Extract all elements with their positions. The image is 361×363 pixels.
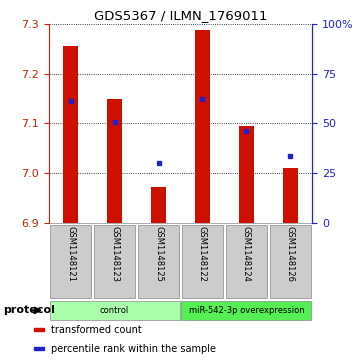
Text: GSM1148123: GSM1148123 [110,225,119,282]
Text: GSM1148125: GSM1148125 [154,225,163,281]
Bar [151,187,166,223]
Bar [270,225,311,298]
Text: GDS5367 / ILMN_1769011: GDS5367 / ILMN_1769011 [94,9,267,22]
Bar [49,301,180,320]
Text: GSM1148124: GSM1148124 [242,225,251,281]
Bar [34,347,44,350]
Text: control: control [100,306,129,315]
Text: GSM1148126: GSM1148126 [286,225,295,282]
Text: miR-542-3p overexpression: miR-542-3p overexpression [188,306,304,315]
Bar [50,225,91,298]
Bar [283,168,298,223]
Text: GSM1148121: GSM1148121 [66,225,75,281]
Bar [181,301,312,320]
Text: protocol: protocol [4,305,56,315]
Bar [195,29,210,223]
Bar [63,46,78,223]
Bar [226,225,267,298]
Bar [182,225,223,298]
Bar [94,225,135,298]
Text: GSM1148122: GSM1148122 [198,225,207,281]
Bar [107,99,122,223]
Bar [34,329,44,331]
Text: percentile rank within the sample: percentile rank within the sample [51,344,216,354]
Text: transformed count: transformed count [51,325,142,335]
Bar [239,126,254,223]
Bar [138,225,179,298]
